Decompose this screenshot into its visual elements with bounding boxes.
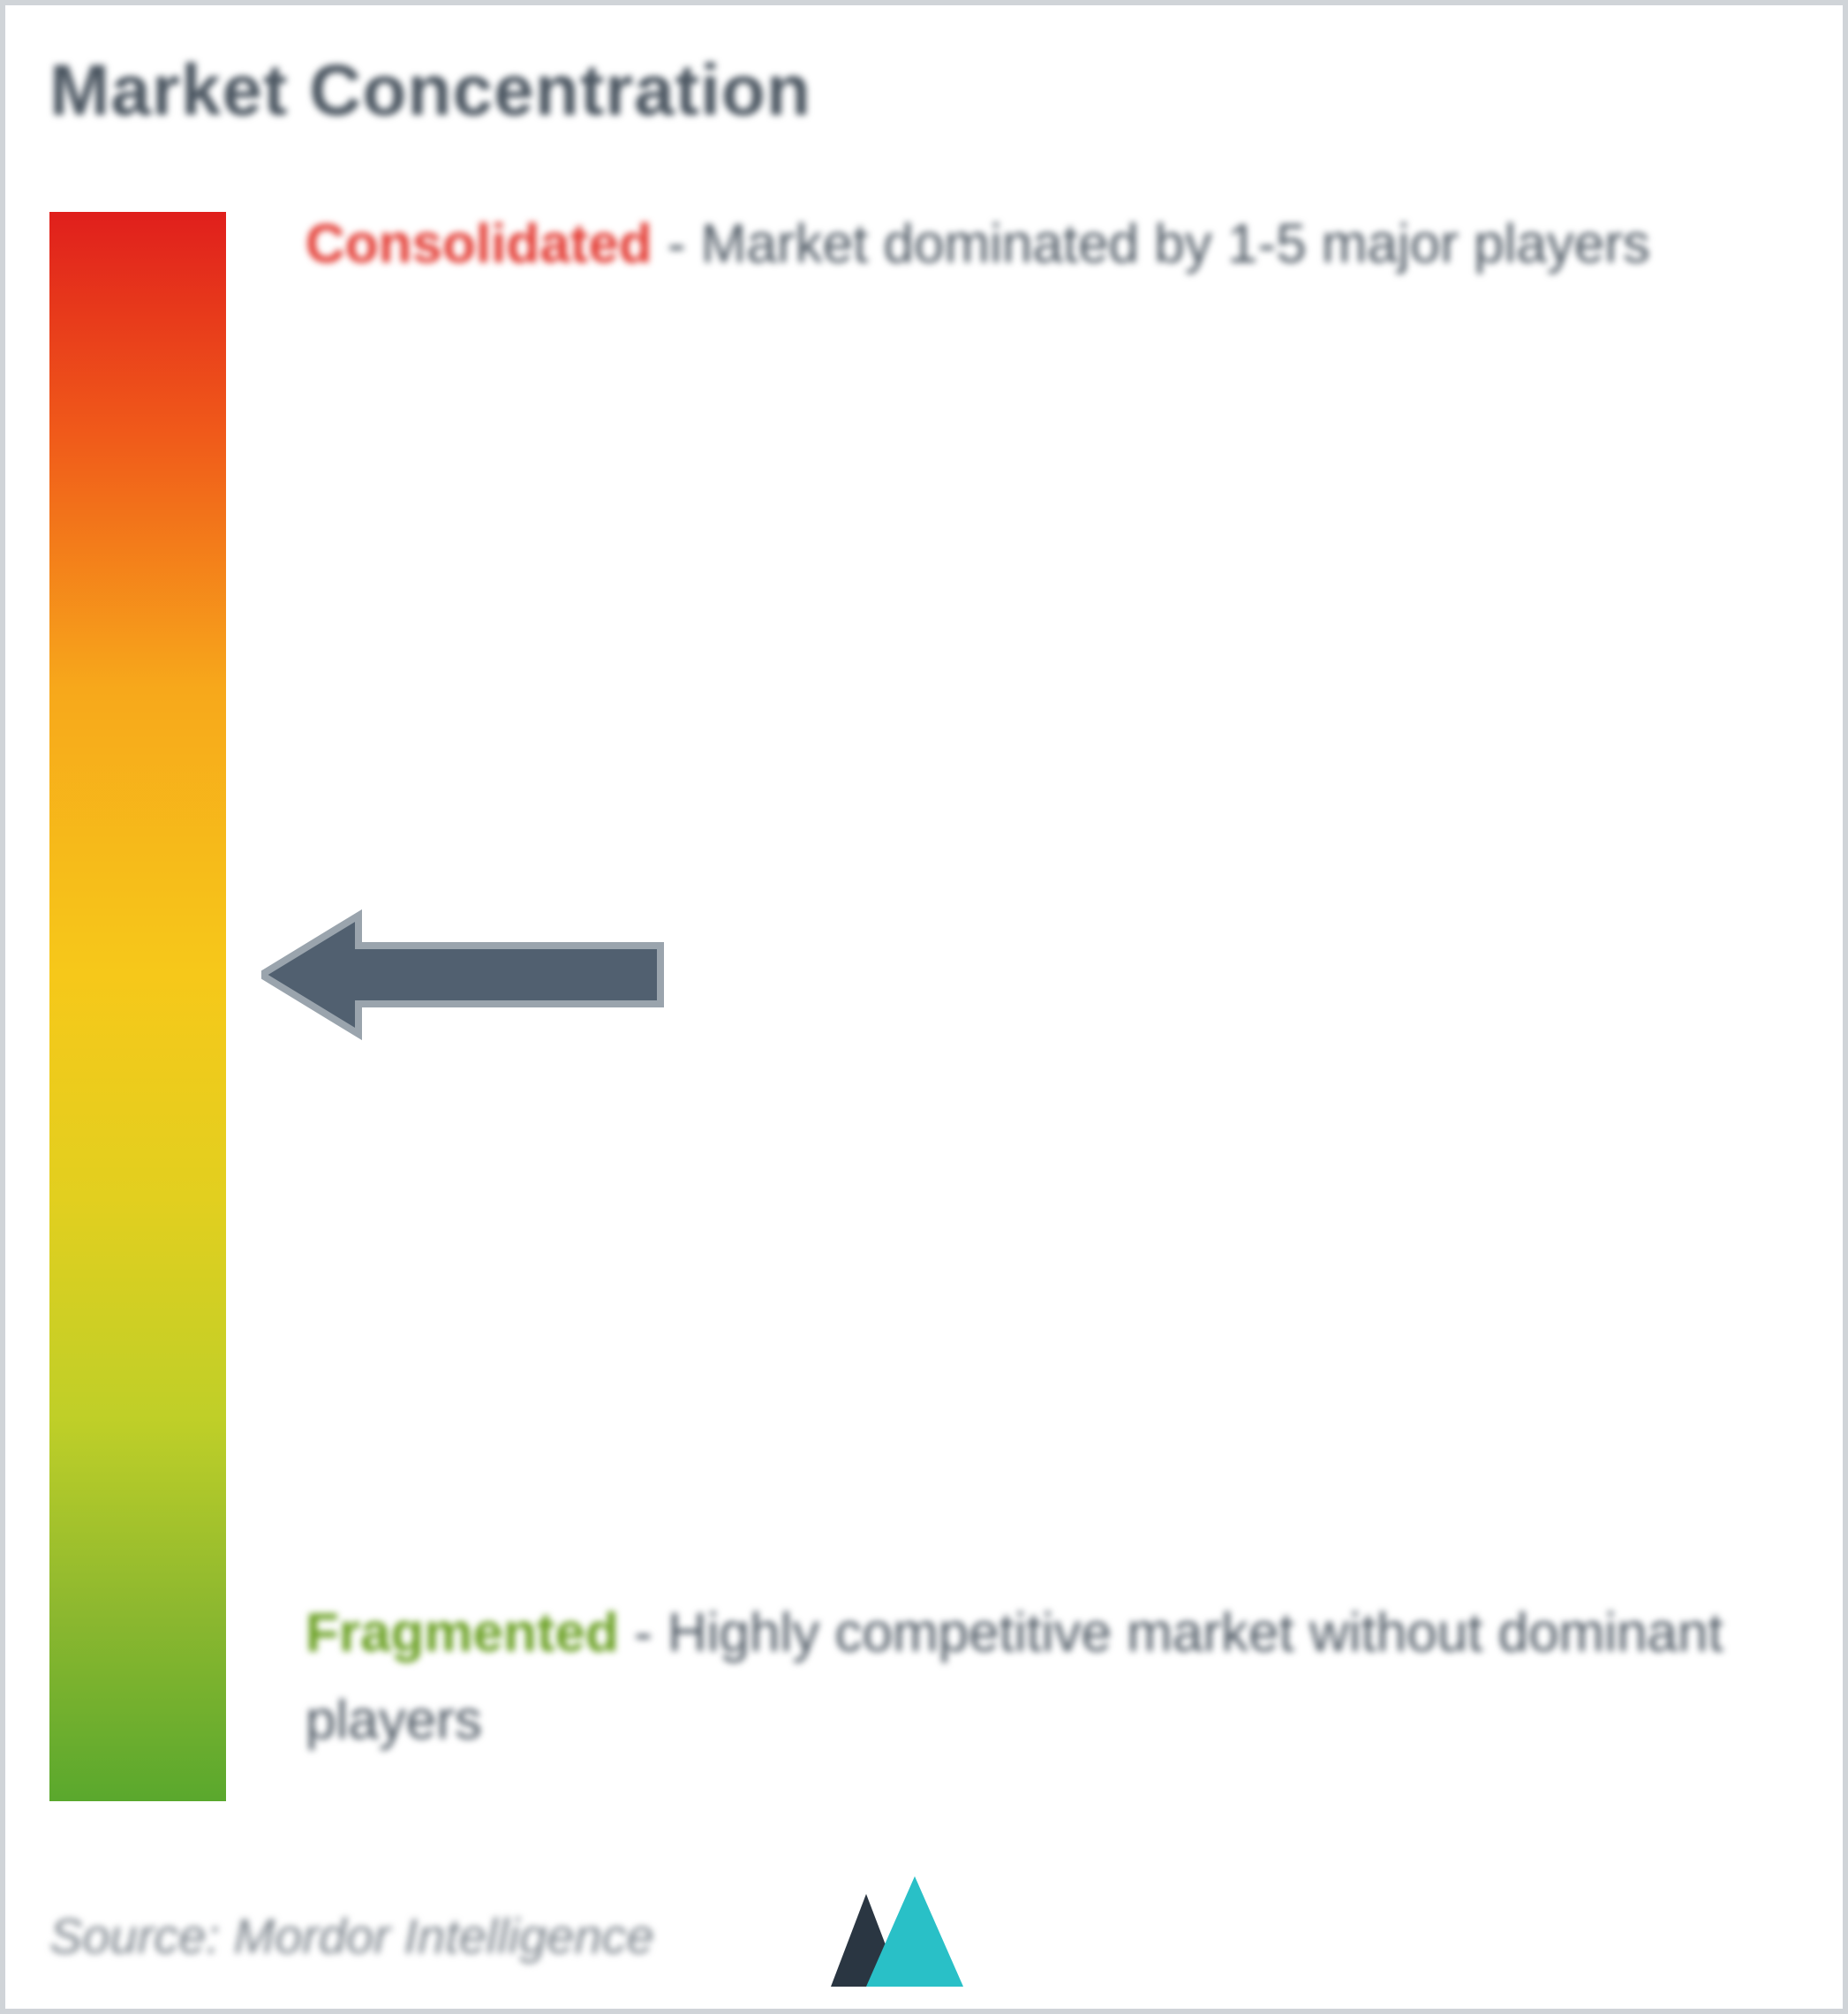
consolidated-key: Consolidated [305,214,652,275]
fragmented-label: Fragmented - Highly competitive market w… [305,1589,1754,1764]
chart-title: Market Concentration [49,49,1807,132]
footer: Source: Mordor Intelligence [49,1859,1815,1965]
source-prefix: Source: [49,1908,234,1964]
position-arrow [261,909,668,1041]
gradient-bar-svg [49,212,226,1801]
source-attribution: Source: Mordor Intelligence [49,1907,654,1965]
fragmented-key: Fragmented [305,1603,619,1663]
mordor-logo-icon [818,1876,994,1991]
infographic-frame: Market Concentration [0,0,1848,2014]
concentration-diagram: Consolidated - Market dominated by 1-5 m… [41,212,1807,1801]
consolidated-desc: - Market dominated by 1-5 major players [668,214,1650,275]
consolidated-label: Consolidated - Market dominated by 1-5 m… [305,203,1754,285]
arrow-icon [261,909,668,1041]
source-name: Mordor Intelligence [234,1908,654,1964]
gradient-scale-bar [49,212,226,1801]
